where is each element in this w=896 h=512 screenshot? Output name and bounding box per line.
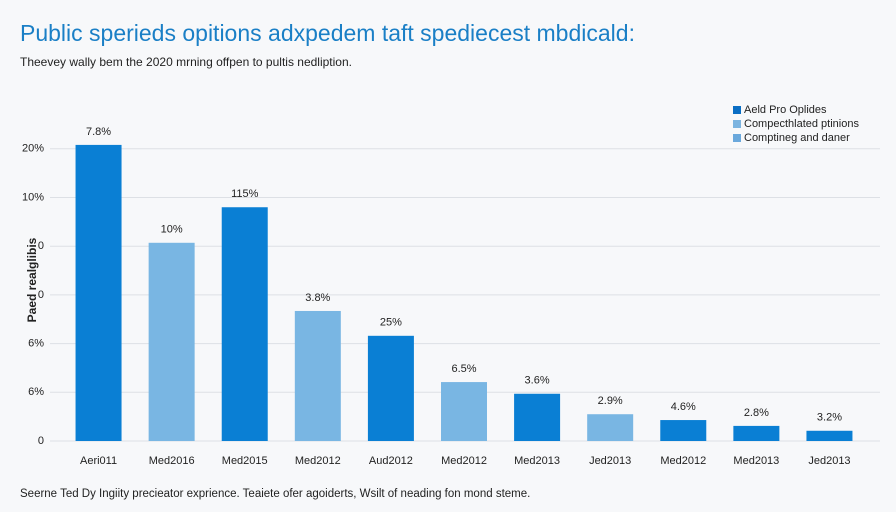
data-label: 4.6% bbox=[671, 401, 696, 413]
subtitle: Theevey wally bem the 2020 mrning offpen… bbox=[20, 55, 352, 69]
bar bbox=[367, 335, 414, 441]
data-label: 25% bbox=[380, 317, 402, 329]
y-tick-label: 10% bbox=[22, 191, 44, 203]
y-tick-label: 0 bbox=[38, 289, 44, 301]
data-label: 3.6% bbox=[525, 375, 550, 387]
data-label: 6.5% bbox=[451, 363, 476, 375]
bar bbox=[806, 430, 853, 441]
x-tick-label: Med2013 bbox=[733, 455, 779, 467]
bar bbox=[75, 144, 122, 442]
data-label: 115% bbox=[231, 188, 259, 200]
bar bbox=[587, 414, 634, 441]
y-tick-label: 6% bbox=[28, 338, 44, 350]
data-label: 3.2% bbox=[817, 412, 842, 424]
y-tick-label: 0 bbox=[38, 240, 44, 252]
data-label: 2.9% bbox=[598, 395, 623, 407]
legend-swatch bbox=[733, 120, 741, 128]
x-tick-label: Med2012 bbox=[295, 455, 341, 467]
bar bbox=[148, 242, 195, 441]
bar bbox=[733, 425, 780, 441]
y-tick-label: 20% bbox=[22, 143, 44, 155]
bar bbox=[441, 382, 487, 441]
x-tick-label: Jed2013 bbox=[589, 455, 631, 467]
legend-swatch bbox=[733, 106, 741, 114]
legend-label: Compecthlated ptinions bbox=[744, 118, 859, 130]
x-tick-label: Aeri011 bbox=[80, 455, 117, 467]
legend-label: Comptineg and daner bbox=[744, 132, 850, 144]
y-tick-label: 0 bbox=[38, 435, 44, 447]
x-tick-label: Med2015 bbox=[222, 455, 268, 467]
bar bbox=[660, 420, 707, 441]
data-label: 2.8% bbox=[744, 407, 769, 419]
legend-label: Aeld Pro Oplides bbox=[744, 104, 827, 116]
x-tick-label: Med2012 bbox=[441, 455, 487, 467]
data-label: 10% bbox=[161, 224, 183, 236]
footnote: Seerne Ted Dy Ingiity precieator exprien… bbox=[20, 488, 530, 500]
y-tick-label: 6% bbox=[28, 386, 44, 398]
chart-title: Public sperieds opitions adxpedem taft s… bbox=[20, 20, 635, 46]
bar bbox=[221, 207, 268, 441]
x-tick-label: Med2016 bbox=[149, 455, 195, 467]
legend-swatch bbox=[733, 134, 741, 142]
x-tick-label: Jed2013 bbox=[808, 455, 850, 467]
bar bbox=[294, 310, 341, 441]
data-label: 7.8% bbox=[86, 126, 111, 138]
x-tick-label: Aud2012 bbox=[369, 455, 413, 467]
x-tick-label: Med2012 bbox=[660, 455, 706, 467]
x-tick-label: Med2013 bbox=[514, 455, 560, 467]
data-label: 3.8% bbox=[305, 292, 330, 304]
bar bbox=[514, 393, 561, 441]
y-axis-label: Paed realglibis bbox=[25, 237, 39, 322]
